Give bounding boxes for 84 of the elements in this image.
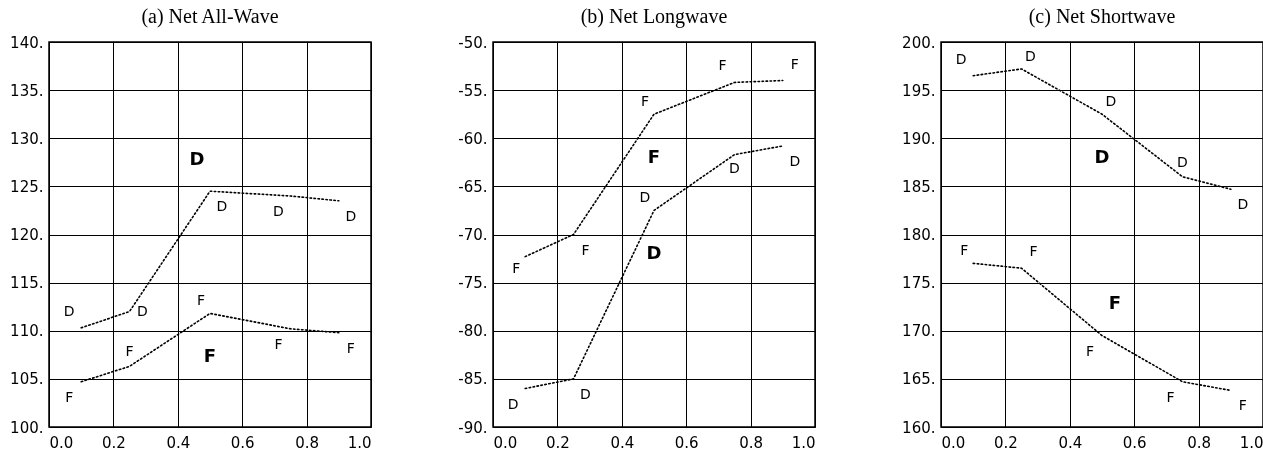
y-tick-label: -70. <box>458 226 488 244</box>
x-tick-label: 0.8 <box>1187 433 1212 452</box>
text: F <box>1238 397 1247 414</box>
y-tick-label: -65. <box>458 177 488 196</box>
text: F <box>203 345 217 367</box>
y-tick-label: -75. <box>458 274 488 293</box>
series-label: F <box>125 343 134 360</box>
text: D <box>216 198 228 215</box>
y-tick-label: 190. <box>902 129 936 148</box>
text: D <box>273 203 284 219</box>
x-tick-label: 0.4 <box>610 433 635 452</box>
series-label: D <box>729 159 740 176</box>
x-tick-label: 1.0 <box>791 433 816 452</box>
text: F <box>790 55 799 72</box>
text: D <box>789 152 801 169</box>
y-tick-label: 200. <box>902 33 936 52</box>
y-tick-label: 115. <box>10 274 44 293</box>
y-tick-label: 195. <box>902 81 936 100</box>
x-tick-label: 0.0 <box>493 433 518 452</box>
text: D <box>63 302 75 319</box>
y-tick-label: -85. <box>458 370 488 389</box>
text: F <box>640 93 650 110</box>
x-tick-label: 0.8 <box>739 433 764 452</box>
series-label: F <box>960 242 969 259</box>
text: F <box>1085 342 1095 359</box>
y-tick-label: -90. <box>458 418 488 437</box>
text: D <box>1094 146 1110 168</box>
x-tick-label: 0.0 <box>49 433 74 452</box>
text: D <box>639 189 651 206</box>
text: D <box>1105 93 1117 110</box>
x-tick-label: 0.8 <box>295 433 320 452</box>
x-tick-label: 0.2 <box>545 433 570 452</box>
y-tick-label: -60. <box>458 129 488 148</box>
y-tick-label: 135. <box>10 81 44 100</box>
series-label: F <box>512 259 521 276</box>
text: F <box>274 335 283 352</box>
y-tick-label: 100. <box>10 418 44 437</box>
y-tick-label: 170. <box>902 322 936 341</box>
y-tick-label: 165. <box>902 370 936 389</box>
text: D <box>580 385 591 402</box>
y-tick-label: 110. <box>10 322 44 341</box>
text: D <box>1025 47 1036 64</box>
text: D <box>955 50 967 67</box>
x-tick-label: 0.4 <box>1058 433 1083 452</box>
x-tick-label: 0.4 <box>166 433 191 452</box>
x-tick-label: 1.0 <box>1239 433 1263 452</box>
series-label: D <box>1177 153 1188 170</box>
text: F <box>196 292 206 309</box>
x-tick-label: 0.2 <box>993 433 1018 452</box>
text: D <box>1237 196 1249 213</box>
text: F <box>1029 243 1038 260</box>
x-tick-label: 0.0 <box>941 433 966 452</box>
y-tick-label: -50. <box>458 33 488 52</box>
text: F <box>346 339 355 356</box>
text: F <box>718 57 727 74</box>
y-tick-label: 140. <box>10 33 44 52</box>
text: F <box>65 388 74 405</box>
y-tick-label: 175. <box>902 274 936 293</box>
y-tick-label: 125. <box>10 177 44 196</box>
text: D <box>507 395 519 412</box>
text: F <box>1108 292 1122 314</box>
x-tick-label: 0.6 <box>1122 433 1147 452</box>
text: D <box>189 147 205 169</box>
series-label: D <box>137 302 148 319</box>
y-tick-label: 105. <box>10 370 44 389</box>
chart-title: (a) Net All-Wave <box>141 5 279 28</box>
y-tick-label: -80. <box>458 322 488 341</box>
y-tick-label: 185. <box>902 177 936 196</box>
y-tick-label: 180. <box>902 226 936 244</box>
text: F <box>1166 388 1175 405</box>
y-tick-label: 120. <box>10 226 44 244</box>
text: F <box>647 146 661 168</box>
y-tick-label: 130. <box>10 129 44 148</box>
x-tick-label: 0.2 <box>101 433 126 452</box>
y-tick-label: -55. <box>458 81 488 100</box>
chart-title: (b) Net Longwave <box>580 5 728 28</box>
x-tick-label: 0.6 <box>674 433 699 452</box>
chart-title: (c) Net Shortwave <box>1028 5 1176 28</box>
x-tick-label: 1.0 <box>347 433 372 452</box>
text: D <box>345 207 357 224</box>
text: D <box>646 242 662 264</box>
text: F <box>581 241 590 258</box>
x-tick-label: 0.6 <box>230 433 255 452</box>
y-tick-label: 160. <box>902 418 936 437</box>
